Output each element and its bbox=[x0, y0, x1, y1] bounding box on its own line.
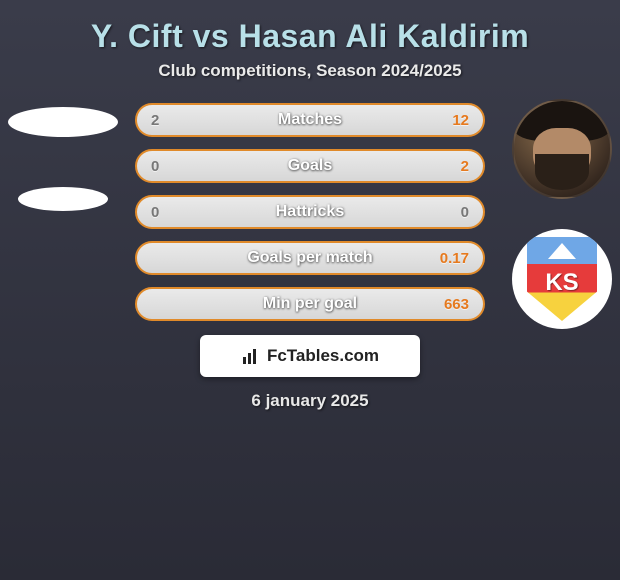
stat-label: Hattricks bbox=[137, 203, 483, 221]
stat-right-value: 2 bbox=[461, 158, 469, 175]
left-player-photo-placeholder bbox=[8, 107, 118, 137]
stat-label: Matches bbox=[137, 111, 483, 129]
bars-icon bbox=[241, 346, 261, 366]
comparison-content: KS 2 Matches 12 0 Goals 2 0 Hattricks 0 … bbox=[0, 99, 620, 411]
stat-left-value: 0 bbox=[151, 158, 159, 175]
stats-list: 2 Matches 12 0 Goals 2 0 Hattricks 0 Goa… bbox=[135, 99, 485, 321]
right-player-photo bbox=[512, 99, 612, 199]
stat-row-hattricks: 0 Hattricks 0 bbox=[135, 195, 485, 229]
brand-badge: FcTables.com bbox=[200, 335, 420, 377]
stat-row-matches: 2 Matches 12 bbox=[135, 103, 485, 137]
stat-right-value: 663 bbox=[444, 296, 469, 313]
left-player-column bbox=[8, 99, 118, 223]
stat-left-value: 2 bbox=[151, 112, 159, 129]
right-player-club-logo: KS bbox=[512, 229, 612, 329]
stat-right-value: 0 bbox=[461, 204, 469, 221]
club-monogram: KS bbox=[527, 269, 597, 297]
left-player-club-placeholder bbox=[18, 187, 108, 211]
page-title: Y. Cift vs Hasan Ali Kaldirim bbox=[0, 0, 620, 61]
stat-label: Goals per match bbox=[137, 249, 483, 267]
brand-text: FcTables.com bbox=[267, 346, 379, 366]
stat-right-value: 12 bbox=[452, 112, 469, 129]
stat-row-goals: 0 Goals 2 bbox=[135, 149, 485, 183]
stat-row-min-per-goal: Min per goal 663 bbox=[135, 287, 485, 321]
stat-label: Min per goal bbox=[137, 295, 483, 313]
stat-left-value: 0 bbox=[151, 204, 159, 221]
page-subtitle: Club competitions, Season 2024/2025 bbox=[0, 61, 620, 99]
stat-right-value: 0.17 bbox=[440, 250, 469, 267]
mountain-icon bbox=[548, 243, 576, 259]
right-player-column: KS bbox=[512, 99, 612, 329]
stat-label: Goals bbox=[137, 157, 483, 175]
generation-date: 6 january 2025 bbox=[0, 391, 620, 411]
stat-row-goals-per-match: Goals per match 0.17 bbox=[135, 241, 485, 275]
